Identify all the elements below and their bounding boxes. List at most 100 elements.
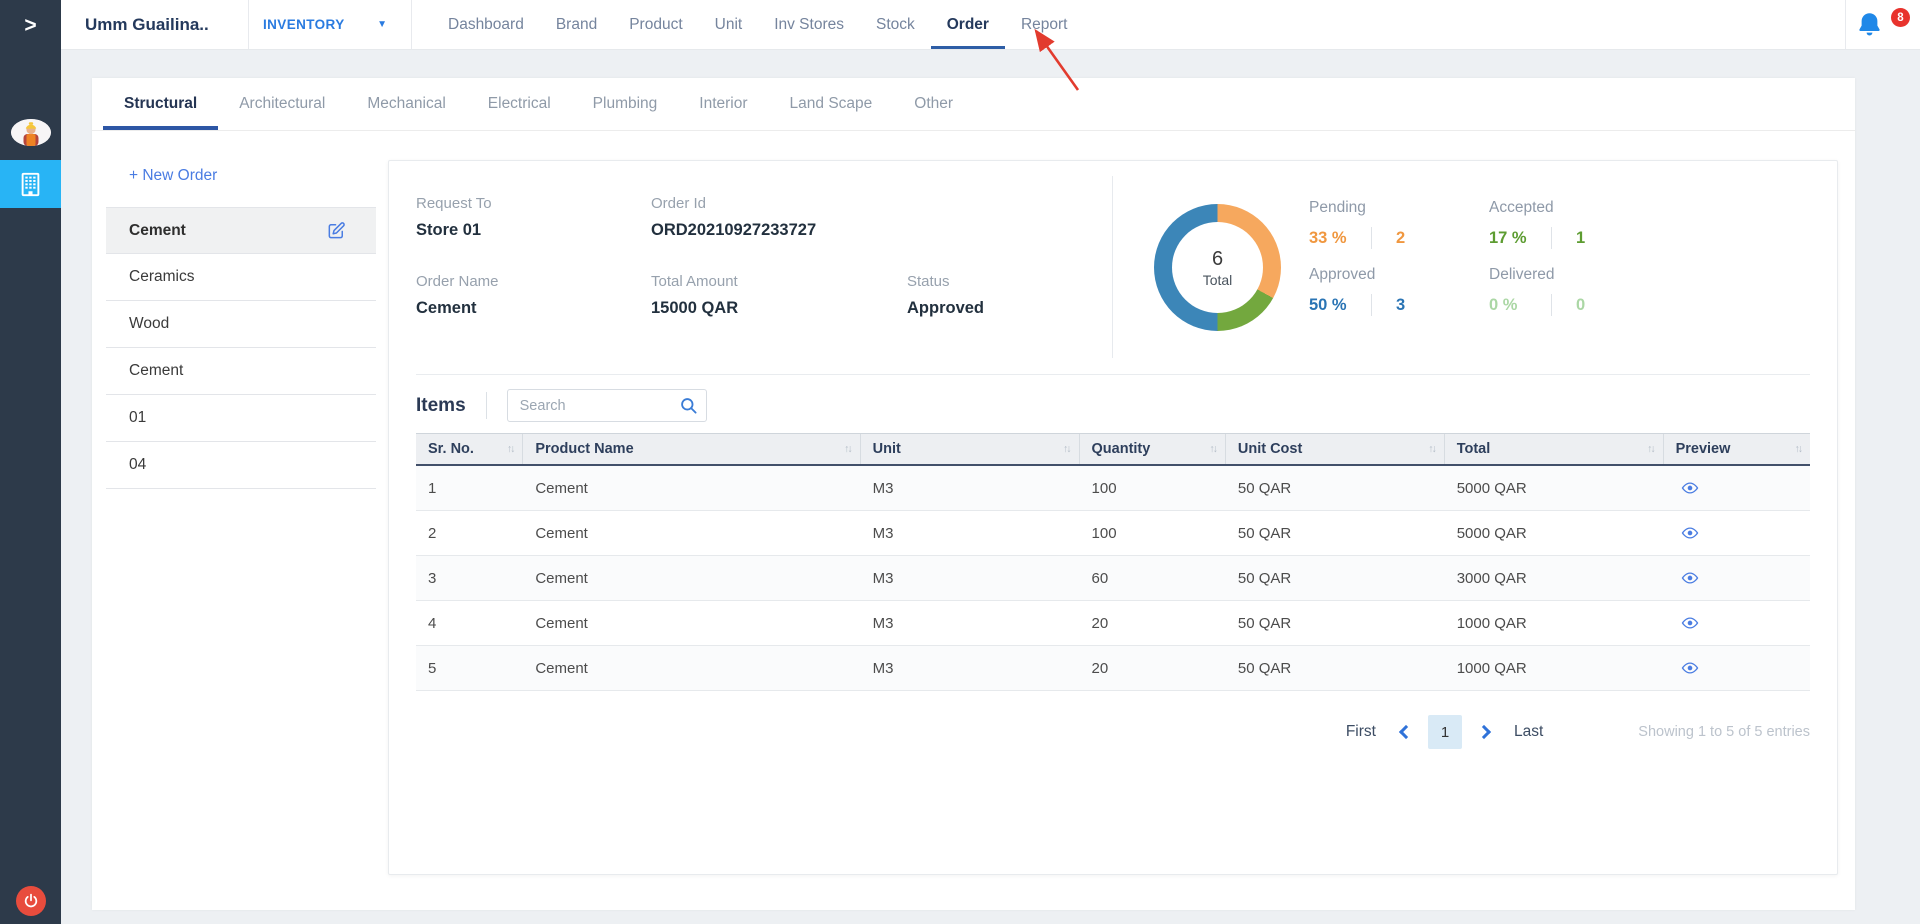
cell-unit: M3 bbox=[861, 601, 1080, 645]
field-value: Store 01 bbox=[416, 221, 651, 240]
status-stats: Pending 33 % 2 Accepted 17 % 1 bbox=[1309, 199, 1669, 316]
chevron-down-icon: ▼ bbox=[377, 19, 387, 30]
category-tabs: Structural Architectural Mechanical Elec… bbox=[92, 78, 1855, 131]
cell-sr-no: 1 bbox=[416, 466, 523, 510]
search-icon[interactable] bbox=[679, 396, 698, 420]
column-header-unit-cost: Unit Cost↑↓ bbox=[1226, 434, 1445, 464]
nav-item-unit[interactable]: Unit bbox=[699, 0, 759, 49]
sidebar: > bbox=[0, 0, 61, 924]
divider bbox=[411, 0, 412, 49]
cell-product-name: Cement bbox=[523, 556, 860, 600]
cell-total: 1000 QAR bbox=[1445, 646, 1664, 690]
stat-label: Pending bbox=[1309, 199, 1489, 217]
stat-percent: 50 % bbox=[1309, 296, 1361, 315]
sidebar-expand-chevron-icon[interactable]: > bbox=[0, 14, 61, 38]
cell-preview bbox=[1664, 601, 1810, 645]
stat-count: 2 bbox=[1396, 229, 1405, 248]
order-list-item-04[interactable]: 04 bbox=[106, 442, 376, 489]
tab-other[interactable]: Other bbox=[893, 78, 974, 130]
worker-avatar-image bbox=[11, 119, 51, 146]
preview-eye-icon[interactable] bbox=[1681, 614, 1699, 632]
table-row: 1 Cement M3 100 50 QAR 5000 QAR bbox=[416, 466, 1810, 511]
stat-count: 0 bbox=[1576, 296, 1585, 315]
order-item-label: 04 bbox=[129, 456, 146, 474]
tab-land-scape[interactable]: Land Scape bbox=[769, 78, 894, 130]
chevron-right-icon[interactable] bbox=[1477, 725, 1491, 739]
order-item-label: Ceramics bbox=[129, 268, 194, 286]
donut-total-value: 6 bbox=[1212, 248, 1223, 271]
main-content: Structural Architectural Mechanical Elec… bbox=[92, 78, 1855, 910]
divider bbox=[1551, 294, 1552, 316]
divider bbox=[1371, 294, 1372, 316]
tab-mechanical[interactable]: Mechanical bbox=[346, 78, 466, 130]
search-input[interactable] bbox=[507, 389, 707, 422]
preview-eye-icon[interactable] bbox=[1681, 479, 1699, 497]
cell-product-name: Cement bbox=[523, 646, 860, 690]
divider bbox=[1551, 227, 1552, 249]
edit-order-button[interactable] bbox=[326, 221, 346, 241]
notifications-button[interactable]: 8 bbox=[1846, 0, 1920, 49]
sort-icon[interactable]: ↑↓ bbox=[1209, 443, 1216, 455]
cell-unit-cost: 50 QAR bbox=[1226, 556, 1445, 600]
tab-architectural[interactable]: Architectural bbox=[218, 78, 346, 130]
stat-approved: Approved 50 % 3 bbox=[1309, 266, 1489, 316]
stat-accepted: Accepted 17 % 1 bbox=[1489, 199, 1669, 249]
preview-eye-icon[interactable] bbox=[1681, 524, 1699, 542]
items-bar: Items bbox=[389, 375, 1837, 433]
cell-preview bbox=[1664, 646, 1810, 690]
sort-icon[interactable]: ↑↓ bbox=[507, 443, 514, 455]
field-total-amount: Total Amount 15000 QAR bbox=[651, 273, 907, 318]
stat-delivered: Delivered 0 % 0 bbox=[1489, 266, 1669, 316]
column-header-product-name: Product Name↑↓ bbox=[523, 434, 860, 464]
cell-unit: M3 bbox=[861, 556, 1080, 600]
nav-item-brand[interactable]: Brand bbox=[540, 0, 613, 49]
order-list-item-wood[interactable]: Wood bbox=[106, 301, 376, 348]
bell-icon bbox=[1856, 11, 1883, 38]
sort-icon[interactable]: ↑↓ bbox=[1795, 443, 1802, 455]
order-list-item-01[interactable]: 01 bbox=[106, 395, 376, 442]
module-select[interactable]: INVENTORY ▼ bbox=[249, 0, 411, 49]
stat-count: 1 bbox=[1576, 229, 1585, 248]
sort-icon[interactable]: ↑↓ bbox=[1063, 443, 1070, 455]
nav-item-stock[interactable]: Stock bbox=[860, 0, 931, 49]
tab-interior[interactable]: Interior bbox=[678, 78, 768, 130]
nav-item-order[interactable]: Order bbox=[931, 0, 1005, 49]
divider bbox=[1112, 176, 1113, 358]
preview-eye-icon[interactable] bbox=[1681, 659, 1699, 677]
pagination-first[interactable]: First bbox=[1346, 723, 1376, 741]
tab-plumbing[interactable]: Plumbing bbox=[572, 78, 679, 130]
nav-item-product[interactable]: Product bbox=[613, 0, 698, 49]
sort-icon[interactable]: ↑↓ bbox=[1428, 443, 1435, 455]
sidebar-item-inventory[interactable] bbox=[0, 160, 61, 208]
chevron-left-icon[interactable] bbox=[1399, 725, 1413, 739]
field-value: Cement bbox=[416, 299, 651, 318]
order-list-item-cement-selected[interactable]: Cement bbox=[106, 207, 376, 254]
field-request-to: Request To Store 01 bbox=[416, 195, 651, 240]
logout-power-button[interactable] bbox=[16, 886, 46, 916]
preview-eye-icon[interactable] bbox=[1681, 569, 1699, 587]
nav-item-report[interactable]: Report bbox=[1005, 0, 1084, 49]
order-list-item-ceramics[interactable]: Ceramics bbox=[106, 254, 376, 301]
new-order-button[interactable]: + New Order bbox=[129, 167, 376, 185]
tab-structural[interactable]: Structural bbox=[103, 78, 218, 130]
stat-percent: 17 % bbox=[1489, 229, 1541, 248]
order-list-item-cement-2[interactable]: Cement bbox=[106, 348, 376, 395]
sort-icon[interactable]: ↑↓ bbox=[844, 443, 851, 455]
sort-icon[interactable]: ↑↓ bbox=[1647, 443, 1654, 455]
cell-product-name: Cement bbox=[523, 511, 860, 555]
stat-label: Approved bbox=[1309, 266, 1489, 284]
cell-quantity: 20 bbox=[1080, 646, 1226, 690]
order-fields: Request To Store 01 Order Id ORD20210927… bbox=[416, 195, 1127, 318]
field-label: Status bbox=[907, 273, 1127, 290]
donut-center: 6 Total bbox=[1172, 222, 1263, 313]
pagination-page-1[interactable]: 1 bbox=[1428, 715, 1462, 749]
user-avatar[interactable] bbox=[11, 119, 51, 146]
pagination-last[interactable]: Last bbox=[1514, 723, 1543, 741]
cell-quantity: 60 bbox=[1080, 556, 1226, 600]
field-label: Total Amount bbox=[651, 273, 907, 290]
nav-item-inv-stores[interactable]: Inv Stores bbox=[758, 0, 860, 49]
nav-item-dashboard[interactable]: Dashboard bbox=[432, 0, 540, 49]
field-status: Status Approved bbox=[907, 273, 1127, 318]
tab-electrical[interactable]: Electrical bbox=[467, 78, 572, 130]
table-row: 2 Cement M3 100 50 QAR 5000 QAR bbox=[416, 511, 1810, 556]
